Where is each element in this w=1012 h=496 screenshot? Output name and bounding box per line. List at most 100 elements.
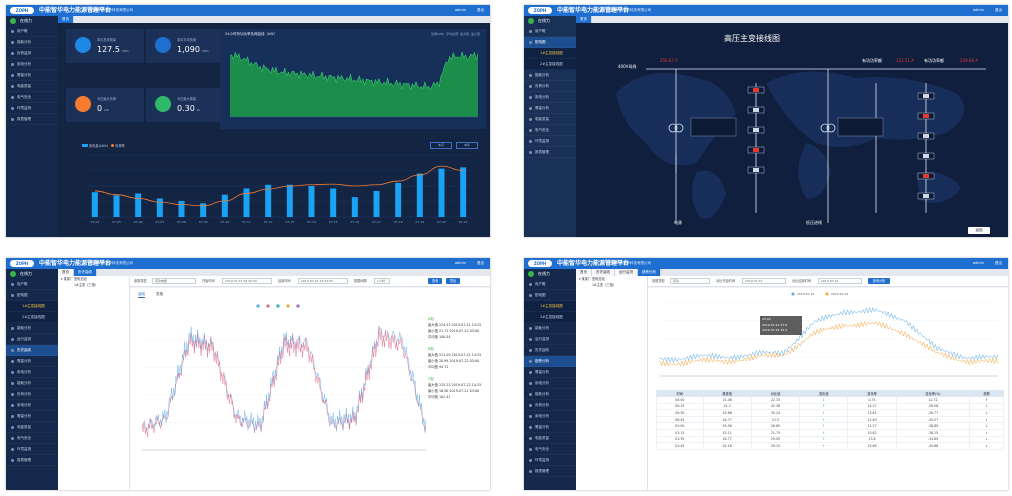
source-label: 电源: [674, 220, 682, 225]
sidebar-item[interactable]: 环境监测: [524, 455, 576, 466]
sidebar-item[interactable]: 需量分析: [524, 422, 576, 433]
column-header[interactable]: 变化率(%): [895, 390, 971, 397]
sidebar-item[interactable]: 1#主变接线图: [524, 48, 576, 59]
user-name[interactable]: admin: [973, 8, 984, 12]
sidebar-item[interactable]: 需量分析: [6, 70, 58, 81]
sidebar-item[interactable]: 运行监测: [524, 334, 576, 345]
tab-home[interactable]: 首页: [58, 16, 74, 23]
logout-link[interactable]: 退出: [477, 261, 484, 265]
interval-input[interactable]: 1小时: [374, 278, 390, 284]
sidebar-item[interactable]: 运行监测: [6, 334, 58, 345]
year-button[interactable]: 本年: [456, 142, 478, 149]
compare-end-input[interactable]: 2019-07-22: [818, 278, 862, 284]
sidebar-item[interactable]: 需量分析: [524, 103, 576, 114]
sidebar-item[interactable]: 2#主变接线图: [524, 312, 576, 323]
column-header[interactable]: 变化率: [847, 390, 897, 397]
sidebar-item[interactable]: 报表管理: [524, 466, 576, 477]
sidebar-item[interactable]: 报表管理: [6, 114, 58, 125]
sidebar-item[interactable]: 电气安全: [6, 433, 58, 444]
end-time-input[interactable]: 2019-07-22 23:59:59: [298, 278, 348, 284]
tab-monitor[interactable]: 运行监测: [615, 269, 638, 276]
month-button[interactable]: 本月: [430, 142, 452, 149]
param-type-select[interactable]: 有功: [670, 278, 710, 284]
tree-root[interactable]: ▾ 某某厂 配电总站: [579, 277, 605, 281]
tree-item[interactable]: 1#主变（三相）: [74, 283, 98, 287]
power-label: 有功功率额: [862, 58, 882, 63]
sidebar-item[interactable]: 用户概: [6, 26, 58, 37]
sidebar-item[interactable]: 配电图: [6, 290, 58, 301]
sidebar-item[interactable]: 能耗分析: [6, 37, 58, 48]
analyze-button[interactable]: 查询分析: [868, 278, 890, 284]
sidebar-item[interactable]: 1#主变接线图: [6, 301, 58, 312]
tab-home[interactable]: 首页: [58, 269, 74, 276]
column-header[interactable]: 趋势: [969, 390, 1004, 397]
sidebar-item[interactable]: 配电图: [524, 37, 576, 48]
sidebar-item[interactable]: 历史曲线: [6, 345, 58, 356]
tab-table[interactable]: 表格: [156, 292, 163, 296]
start-time-input[interactable]: 2019-07-21 00:00:00: [222, 278, 272, 284]
sidebar-item[interactable]: 需量分析: [6, 356, 58, 367]
logout-link[interactable]: 退出: [995, 261, 1002, 265]
tab-home[interactable]: 首页: [576, 269, 592, 276]
sidebar-item[interactable]: 电能质量: [524, 114, 576, 125]
tab-history[interactable]: 历史曲线: [74, 269, 97, 276]
sidebar-item[interactable]: 负荷分析: [524, 81, 576, 92]
sidebar-item[interactable]: 电气安全: [524, 125, 576, 136]
sidebar-item[interactable]: 2#主变接线图: [524, 59, 576, 70]
sidebar-item[interactable]: 能耗分析: [524, 70, 576, 81]
sidebar-item[interactable]: 趋势分析: [524, 356, 576, 367]
sidebar-item[interactable]: 用电分析: [6, 400, 58, 411]
tab-history[interactable]: 历史曲线: [592, 269, 615, 276]
sidebar-item[interactable]: 负荷监测: [6, 48, 58, 59]
param-type-select[interactable]: 有功电能: [152, 278, 196, 284]
sidebar-item[interactable]: 电气安全: [6, 92, 58, 103]
filter-label: 结束时间: [278, 279, 291, 283]
query-button[interactable]: 查询: [428, 278, 442, 284]
tab-curve[interactable]: 曲线: [138, 292, 145, 298]
sidebar-item[interactable]: 环境监测: [524, 136, 576, 147]
logout-link[interactable]: 退出: [995, 8, 1002, 12]
sidebar-item[interactable]: 需量分析: [524, 367, 576, 378]
user-name[interactable]: admin: [455, 8, 466, 12]
sidebar-item[interactable]: 电能质量: [6, 422, 58, 433]
sidebar-item[interactable]: 用电分析: [524, 92, 576, 103]
sidebar-item[interactable]: 能耗分析: [524, 323, 576, 334]
user-name[interactable]: admin: [455, 261, 466, 265]
sidebar-item[interactable]: 用户概: [524, 279, 576, 290]
sidebar-item[interactable]: 电能质量: [6, 81, 58, 92]
sidebar-item[interactable]: 用户概: [524, 26, 576, 37]
tab-home[interactable]: 首页: [576, 16, 592, 23]
sidebar-item[interactable]: 能耗分析: [524, 389, 576, 400]
sidebar-item[interactable]: 历史曲线: [524, 345, 576, 356]
sidebar-item[interactable]: 配电图: [524, 290, 576, 301]
sidebar-item[interactable]: 能耗分析: [6, 323, 58, 334]
sidebar-item[interactable]: 环境监测: [6, 444, 58, 455]
sidebar-item[interactable]: 负荷分析: [524, 400, 576, 411]
tree-item[interactable]: 1#主变（三相）: [592, 283, 616, 287]
bar: [286, 184, 293, 217]
sidebar-item[interactable]: 电气安全: [524, 444, 576, 455]
sidebar-item[interactable]: 需量分析: [6, 411, 58, 422]
sidebar-item[interactable]: 负荷分析: [6, 389, 58, 400]
logout-link[interactable]: 退出: [477, 8, 484, 12]
tab-trend[interactable]: 趋势分析: [638, 269, 661, 276]
sidebar-item[interactable]: 用电分析: [524, 378, 576, 389]
compare-start-input[interactable]: 2019-07-21: [742, 278, 786, 284]
return-button[interactable]: 返回: [968, 227, 990, 234]
sidebar-item[interactable]: 报表管理: [6, 455, 58, 466]
sidebar-item[interactable]: 2#主变接线图: [6, 312, 58, 323]
sidebar-item[interactable]: 能耗分析: [6, 378, 58, 389]
tree-root[interactable]: ▾ 某某厂 配电总站: [61, 277, 87, 281]
sidebar-item[interactable]: 用电分析: [6, 367, 58, 378]
sidebar-item[interactable]: 报表管理: [524, 147, 576, 158]
user-name[interactable]: admin: [973, 261, 984, 265]
sidebar-item[interactable]: 用户概: [6, 279, 58, 290]
sidebar-item[interactable]: 1#主变接线图: [524, 301, 576, 312]
sidebar-item[interactable]: 用电分析: [6, 59, 58, 70]
table-cell: ↑: [799, 422, 849, 430]
table-cell: 1: [799, 396, 849, 404]
sidebar-item[interactable]: 电能质量: [524, 433, 576, 444]
sidebar-item[interactable]: 环境监测: [6, 103, 58, 114]
sidebar-item[interactable]: 用电分析: [524, 411, 576, 422]
export-button[interactable]: 导出: [446, 278, 460, 284]
